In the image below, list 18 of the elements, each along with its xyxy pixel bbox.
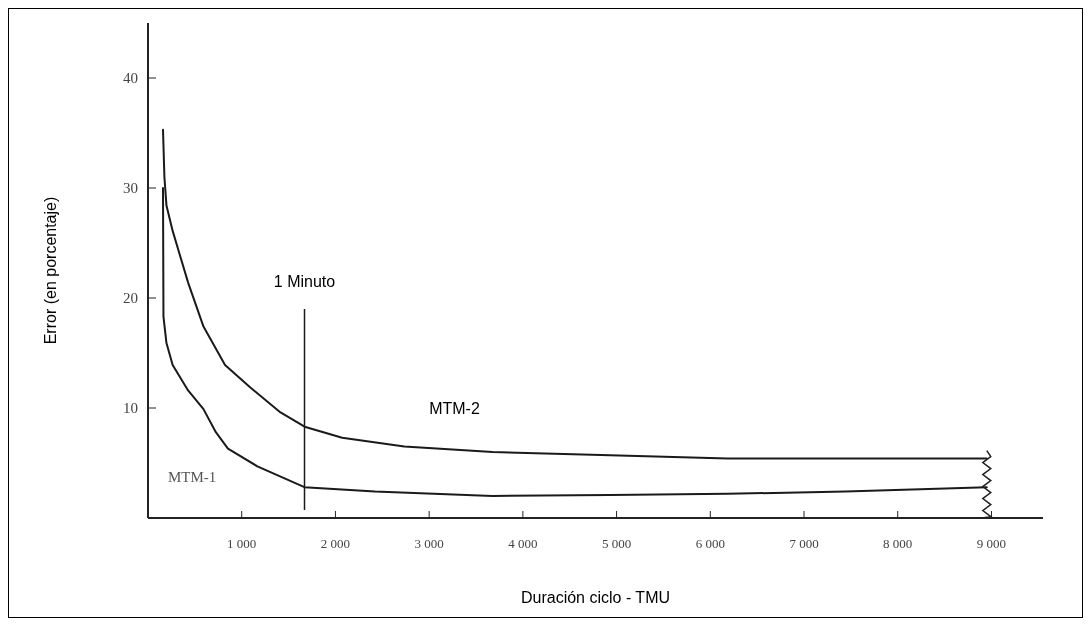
ref-line-label: 1 Minuto	[273, 273, 336, 290]
x-axis-title: Duración ciclo - TMU	[520, 589, 671, 606]
y-tick-label: 40	[123, 70, 138, 86]
x-tick-label: 4 000	[508, 536, 538, 551]
x-tick-label: 1 000	[227, 536, 257, 551]
y-tick-label: 10	[123, 400, 138, 416]
x-tick-label: 8 000	[883, 536, 913, 551]
x-tick-label: 3 000	[414, 536, 444, 551]
x-tick-label: 5 000	[601, 536, 632, 551]
series-label: MTM-1	[167, 469, 217, 486]
x-tick-label: 6 000	[695, 536, 725, 551]
y-tick-label: 30	[123, 180, 138, 196]
y-axis-title: Error (en porcentaje)	[42, 196, 59, 345]
series-label: MTM-2	[429, 399, 480, 417]
y-tick-label: 20	[123, 290, 138, 306]
x-tick-label: 2 000	[320, 536, 351, 551]
x-tick-label: 7 000	[789, 536, 819, 551]
x-tick-label: 9 000	[976, 536, 1007, 551]
